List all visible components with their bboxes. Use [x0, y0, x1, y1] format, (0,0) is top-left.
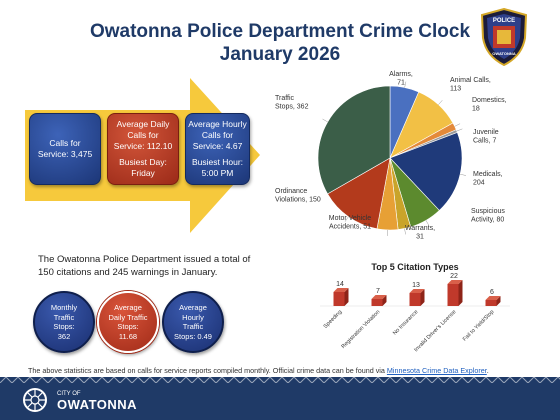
avg-daily-calls-box: Average Daily Calls for Service: 112.10 …: [107, 113, 179, 185]
monthly-traffic-stops-circle: Monthly Traffic Stops: 362: [33, 291, 95, 353]
hourly-stops-line-2: Hourly: [182, 312, 204, 322]
daily-stops-line-4: 11.68: [118, 331, 138, 341]
bar-value-no-insurance: 13: [412, 282, 420, 289]
avg-hourly-line-3: Service: 4.67: [192, 141, 243, 151]
citation-chart-title: Top 5 Citation Types: [371, 262, 459, 272]
page-title: Owatonna Police Department Crime Clock J…: [60, 20, 500, 66]
citation-bar-chart: 14 Speeding 7 Registration Violation 13 No In…: [320, 273, 510, 353]
pie-leader-medicals: [460, 173, 467, 176]
busiest-day-line-1: Busiest Day:: [119, 157, 167, 167]
avg-daily-line-2: Calls for: [127, 130, 159, 140]
hourly-stops-line-4: Stops: 0.49: [174, 331, 212, 341]
hourly-traffic-stops-circle: Average Hourly Traffic Stops: 0.49: [162, 291, 224, 353]
bar-side-invalid-driver-s-license: [458, 280, 463, 306]
crime-data-explorer-link[interactable]: Minnesota Crime Data Explorer: [386, 366, 487, 375]
monthly-stops-line-3: Stops:: [53, 322, 75, 331]
bar-value-registration-violation: 7: [376, 288, 380, 295]
bar-registration-violation: [371, 299, 383, 306]
monthly-stops-line-2: Traffic: [53, 312, 75, 322]
title-line-1: Owatonna Police Department Crime Clock: [89, 21, 471, 42]
bar-category-fail-to-yield-stop: Fail to Yield/Stop: [462, 309, 495, 342]
footer-city-name: OWATONNA: [57, 397, 138, 412]
avg-hourly-line-1: Average Hourly: [188, 119, 247, 129]
calls-pie-chart: Alarms, 71 Animal Calls, 113 Domestics, 18 Juv…: [275, 71, 507, 241]
pie-leader-animal-calls: [438, 100, 443, 105]
bar-top-fail-to-yield-stop: [485, 296, 501, 300]
bar-value-fail-to-yield-stop: 6: [490, 289, 494, 296]
pie-label-suspicious-activity: Suspicious Activity, 80: [471, 208, 505, 224]
busiest-day-line-2: Friday: [131, 168, 155, 178]
footnote-text: The above statistics are based on calls …: [28, 366, 387, 375]
busiest-hour-line-2: 5:00 PM: [201, 168, 234, 178]
avg-hourly-line-2: Calls for: [201, 130, 234, 140]
pie-slices: [317, 85, 463, 231]
bar-speeding: [333, 292, 345, 306]
pie-leader-suspicious-activity: [425, 220, 430, 226]
pie-labels: Alarms, 71 Animal Calls, 113 Domestics, 18 Juv…: [275, 71, 507, 241]
pie-label-warrants: Warrants, 31: [405, 225, 435, 241]
footer-city-label: CITY OF: [57, 391, 81, 397]
footer-bar: [0, 377, 560, 420]
pie-label-motor-vehicle-accidents: Motor Vehicle Accidents, 51: [329, 215, 372, 231]
bar-category-invalid-driver-s-license: Invalid Driver's License: [413, 309, 457, 353]
bar-value-speeding: 14: [336, 281, 344, 288]
pie-leader-traffic-stops: [322, 118, 328, 123]
pie-slice-ordinance-violations: [327, 157, 391, 230]
pie-slice-medicals: [389, 132, 463, 211]
hourly-stops-line-3: Traffic: [182, 322, 204, 331]
avg-daily-line-3: Service: 112.10: [113, 141, 173, 151]
pie-leader-alarms: [404, 81, 407, 88]
bar-fail-to-yield-stop: [485, 300, 497, 306]
bar-category-speeding: Speeding: [323, 309, 344, 330]
pie-label-animal-calls: Animal Calls, 113: [450, 77, 491, 93]
city-logo-icon: [23, 388, 47, 412]
busiest-hour-line-1: Busiest Hour:: [191, 157, 244, 167]
pie-leader-warrants: [404, 228, 406, 235]
calls-for-service-box: Calls for Service: 3,475: [29, 113, 101, 185]
footnote: The above statistics are based on calls …: [28, 366, 558, 375]
bar-top-invalid-driver-s-license: [447, 280, 463, 284]
avg-hourly-calls-box: Average Hourly Calls for Service: 4.67 B…: [185, 113, 250, 185]
pie-label-alarms: Alarms, 71: [389, 71, 413, 87]
bar-top-no-insurance: [409, 289, 425, 293]
footnote-end: .: [486, 366, 489, 375]
pie-leader-domestics: [454, 123, 461, 127]
avg-daily-line-1: Average Daily: [116, 119, 170, 129]
bar-side-speeding: [344, 288, 349, 306]
hourly-stops-line-1: Average: [179, 303, 207, 312]
bar-category-registration-violation: Registration Violation: [340, 309, 381, 350]
calls-for-service-value: Calls for Service: 3,475: [37, 138, 93, 159]
police-badge-logo: POLICE OWATONNA: [480, 8, 528, 66]
bar-no-insurance: [409, 293, 421, 306]
bar-marks: 14 Speeding 7 Registration Violation 13 No In…: [320, 273, 510, 353]
pie-label-medicals: Medicals, 204: [473, 171, 503, 187]
daily-stops-line-2: Daily Traffic: [108, 312, 148, 322]
bar-side-registration-violation: [382, 295, 387, 306]
pie-label-ordinance-violations: Ordinance Violations, 150: [275, 188, 321, 204]
badge-text-bottom: OWATONNA: [492, 51, 516, 56]
daily-traffic-stops-circle: Average Daily Traffic Stops: 11.68: [97, 291, 159, 353]
bar-category-no-insurance: No Insurance: [392, 309, 419, 336]
pie-label-juvenile-calls: Juvenile Calls, 7: [473, 129, 499, 145]
bar-side-fail-to-yield-stop: [496, 296, 501, 306]
bar-top-registration-violation: [371, 295, 387, 299]
bar-side-no-insurance: [420, 289, 425, 306]
daily-stops-line-3: Stops:: [117, 322, 139, 331]
bar-invalid-driver-s-license: [447, 284, 459, 306]
pie-leader-juvenile-calls: [456, 128, 463, 132]
title-line-2: January 2026: [219, 44, 341, 65]
monthly-stops-line-4: 362: [57, 331, 71, 341]
pie-label-domestics: Domestics, 18: [472, 97, 507, 113]
monthly-stops-line-1: Monthly: [50, 303, 78, 312]
pie-label-traffic-stops: Traffic Stops, 362: [275, 95, 309, 111]
daily-stops-line-1: Average: [114, 303, 142, 312]
bar-top-speeding: [333, 288, 349, 292]
bar-value-invalid-driver-s-license: 22: [450, 273, 458, 280]
citations-summary-text: The Owatonna Police Department issued a …: [38, 254, 251, 278]
badge-text-top: POLICE: [493, 18, 515, 24]
footer-pattern: [0, 377, 560, 383]
pie-leader-ordinance-violations: [344, 216, 349, 222]
